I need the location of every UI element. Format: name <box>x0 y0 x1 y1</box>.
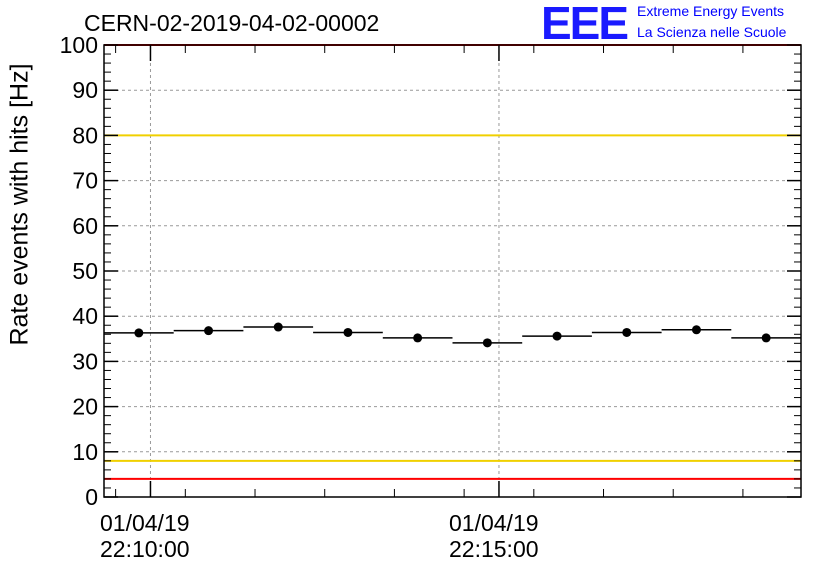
y-tick-label-8: 80 <box>72 122 98 148</box>
eee-logo: EEE <box>541 0 629 49</box>
y-tick-label-1: 10 <box>72 439 98 465</box>
data-point-9 <box>761 333 771 343</box>
x-tick-label-1: 01/04/19 22:15:00 <box>449 510 539 562</box>
y-tick-label-4: 40 <box>72 303 98 329</box>
data-point-2 <box>273 322 283 332</box>
logo-line-1: Extreme Energy Events <box>637 3 785 19</box>
y-tick-label-10: 100 <box>60 32 98 58</box>
data-point-8 <box>691 325 701 335</box>
y-tick-label-9: 90 <box>72 77 98 103</box>
data-point-3 <box>343 327 353 337</box>
logo-line-2: La Scienza nelle Scuole <box>637 24 787 40</box>
y-tick-label-6: 60 <box>72 213 98 239</box>
y-tick-label-5: 50 <box>72 258 98 284</box>
y-tick-label-2: 20 <box>72 394 98 420</box>
y-tick-label-3: 30 <box>72 348 98 374</box>
x-tick-label-0: 01/04/19 22:10:00 <box>100 510 190 562</box>
data-point-5 <box>482 338 492 348</box>
y-axis-label: Rate events with hits [Hz] <box>5 63 34 346</box>
data-point-4 <box>413 333 423 343</box>
chart-title: CERN-02-2019-04-02-00002 <box>84 10 380 36</box>
y-tick-label-7: 70 <box>72 168 98 194</box>
y-tick-label-0: 0 <box>85 484 98 510</box>
data-point-1 <box>204 326 214 336</box>
data-point-6 <box>552 331 562 341</box>
data-point-0 <box>134 328 144 338</box>
data-point-7 <box>622 327 632 337</box>
